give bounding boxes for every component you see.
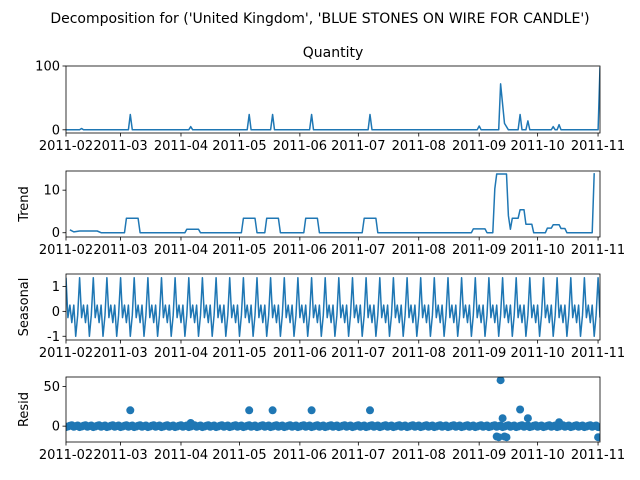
x-tick-label-trend: 2011-03 <box>93 243 147 258</box>
resid-point <box>555 418 563 426</box>
resid-point <box>366 406 374 414</box>
resid-point <box>524 414 532 422</box>
series-line-trend <box>70 173 594 233</box>
panel-observed: 0 100 2011-02 2011-03 2011-04 2011-05 2011-06 2… <box>35 45 625 154</box>
resid-point <box>503 433 511 441</box>
x-tick-label-resid: 2011-05 <box>212 448 266 463</box>
x-tick-label-resid: 2011-04 <box>154 448 208 463</box>
panel-title-observed: Quantity <box>303 45 364 61</box>
axes-frame-trend <box>66 171 600 237</box>
x-tick-label-resid: 2011-11 <box>571 448 625 463</box>
x-tick-label-observed: 2011-08 <box>392 139 446 154</box>
y-tick-label-observed: 0 <box>52 123 60 138</box>
x-tick-label-trend: 2011-02 <box>39 243 93 258</box>
resid-point <box>516 406 524 414</box>
x-tick-label-seasonal: 2011-04 <box>154 346 208 361</box>
x-tick-label-seasonal: 2011-11 <box>571 346 625 361</box>
x-tick-label-trend: 2011-07 <box>331 243 385 258</box>
resid-point <box>308 406 316 414</box>
panel-trend: 0 10 2011-02 2011-03 2011-04 2011-05 2011-06 20… <box>17 171 625 258</box>
panel-resid: 0 50 2011-02 2011-03 2011-04 2011-05 2011-06 20… <box>17 376 625 463</box>
y-tick-label-resid: 50 <box>43 380 60 395</box>
resid-point <box>126 406 134 414</box>
x-tick-label-resid: 2011-07 <box>331 448 385 463</box>
y-tick-label-seasonal: 0 <box>52 305 60 320</box>
x-tick-label-seasonal: 2011-06 <box>273 346 327 361</box>
x-tick-label-trend: 2011-08 <box>392 243 446 258</box>
y-axis-label-trend: Trend <box>17 186 32 223</box>
x-tick-label-seasonal: 2011-02 <box>39 346 93 361</box>
x-tick-label-observed: 2011-09 <box>452 139 506 154</box>
x-tick-label-trend: 2011-04 <box>154 243 208 258</box>
x-tick-label-resid: 2011-10 <box>510 448 564 463</box>
x-tick-label-resid: 2011-03 <box>93 448 147 463</box>
y-tick-label-observed: 100 <box>35 60 60 75</box>
x-tick-label-trend: 2011-10 <box>510 243 564 258</box>
x-tick-label-observed: 2011-07 <box>331 139 385 154</box>
x-tick-label-resid: 2011-08 <box>392 448 446 463</box>
x-tick-label-trend: 2011-05 <box>212 243 266 258</box>
series-line-seasonal <box>66 278 600 337</box>
resid-point <box>499 414 507 422</box>
y-tick-label-trend: 0 <box>52 226 60 241</box>
x-tick-label-observed: 2011-11 <box>571 139 625 154</box>
plot-area-trend <box>70 173 594 233</box>
x-tick-label-observed: 2011-06 <box>273 139 327 154</box>
y-tick-label-seasonal: 1 <box>52 280 60 295</box>
y-tick-label-seasonal: -1 <box>47 330 60 345</box>
chart-suptitle: Decomposition for ('United Kingdom', 'BL… <box>50 11 589 27</box>
x-tick-label-seasonal: 2011-10 <box>510 346 564 361</box>
x-tick-label-seasonal: 2011-08 <box>392 346 446 361</box>
x-tick-label-trend: 2011-11 <box>571 243 625 258</box>
x-tick-label-resid: 2011-02 <box>39 448 93 463</box>
resid-point <box>594 433 602 441</box>
x-tick-label-observed: 2011-02 <box>39 139 93 154</box>
plot-area-seasonal <box>66 278 600 337</box>
x-tick-label-trend: 2011-06 <box>273 243 327 258</box>
plot-area-resid <box>62 376 602 441</box>
x-tick-label-seasonal: 2011-03 <box>93 346 147 361</box>
x-tick-label-resid: 2011-09 <box>452 448 506 463</box>
resid-point <box>594 423 602 431</box>
y-tick-label-trend: 10 <box>43 184 60 199</box>
series-line-observed <box>66 67 600 130</box>
panel-seasonal: -1 0 1 2011-02 2011-03 2011-04 2011-05 2011-06 2… <box>17 274 625 361</box>
resid-point <box>497 376 505 384</box>
x-tick-label-seasonal: 2011-09 <box>452 346 506 361</box>
axes-frame-observed <box>66 66 600 133</box>
x-tick-label-trend: 2011-09 <box>452 243 506 258</box>
x-tick-label-seasonal: 2011-07 <box>331 346 385 361</box>
x-tick-label-observed: 2011-05 <box>212 139 266 154</box>
resid-point <box>269 406 277 414</box>
y-axis-label-seasonal: Seasonal <box>17 278 32 337</box>
resid-point <box>245 406 253 414</box>
x-tick-label-observed: 2011-04 <box>154 139 208 154</box>
x-tick-label-observed: 2011-10 <box>510 139 564 154</box>
y-tick-label-resid: 0 <box>52 420 60 435</box>
x-tick-label-observed: 2011-03 <box>93 139 147 154</box>
resid-point <box>187 419 195 427</box>
x-tick-label-seasonal: 2011-05 <box>212 346 266 361</box>
plot-area-observed <box>66 67 600 130</box>
y-axis-label-resid: Resid <box>17 392 32 427</box>
x-tick-label-resid: 2011-06 <box>273 448 327 463</box>
